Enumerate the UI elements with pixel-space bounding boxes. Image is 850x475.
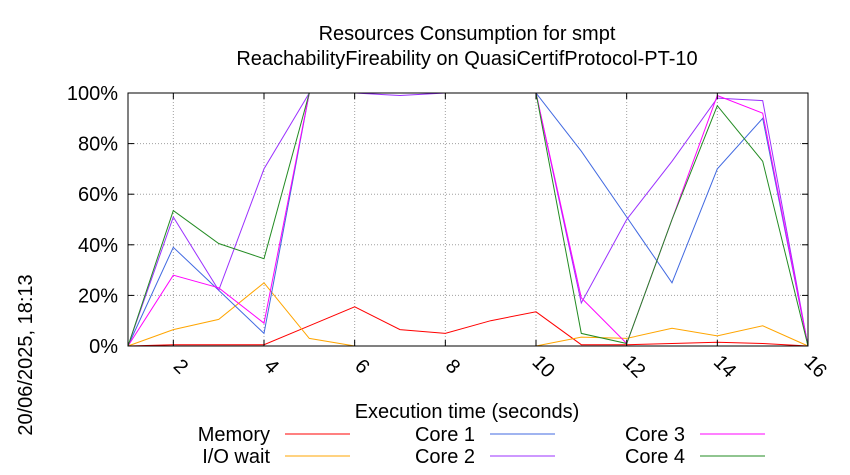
x-tick-label: 8 [441,355,464,378]
x-tick-label: 12 [618,351,649,382]
series-i-o-wait-line [127,282,809,347]
legend-label-core-2: Core 2 [415,446,475,468]
x-tick-label: 10 [528,351,559,382]
legend-label-core-3: Core 3 [625,424,685,446]
legend-label-i-o-wait: I/O wait [202,446,270,468]
series-core-3-line [127,92,809,347]
plot-frame [127,92,809,347]
series-lines [127,92,809,347]
series-core-1-line [127,92,809,347]
y-tick-label: 0% [89,336,118,358]
x-tick-label: 14 [709,351,740,382]
timestamp-label: 20/06/2025, 18:13 [15,274,37,435]
series-memory-line [127,306,809,347]
x-tick-label: 6 [350,355,373,378]
y-tick-label: 80% [78,134,118,156]
chart-subtitle: ReachabilityFireability on QuasiCertifPr… [236,48,697,70]
x-axis-label: Execution time (seconds) [355,401,580,423]
legend-label-core-1: Core 1 [415,424,475,446]
series-core-4-line [127,92,809,347]
grid [128,93,808,346]
x-tick-label: 4 [260,355,283,378]
chart-title: Resources Consumption for smpt [319,23,616,45]
legend-label-core-4: Core 4 [625,446,685,468]
x-tick-label: 16 [800,351,831,382]
x-tick-label: 2 [169,355,192,378]
legend-label-memory: Memory [198,424,270,446]
y-tick-label: 100% [67,83,118,105]
axis-ticks: 0% 20% 40% 60% 80% 100% 2 4 6 8 10 12 14 16 [67,83,831,382]
y-tick-label: 40% [78,235,118,257]
y-tick-label: 60% [78,184,118,206]
y-tick-label: 20% [78,285,118,307]
series-core-2-line [127,92,809,347]
